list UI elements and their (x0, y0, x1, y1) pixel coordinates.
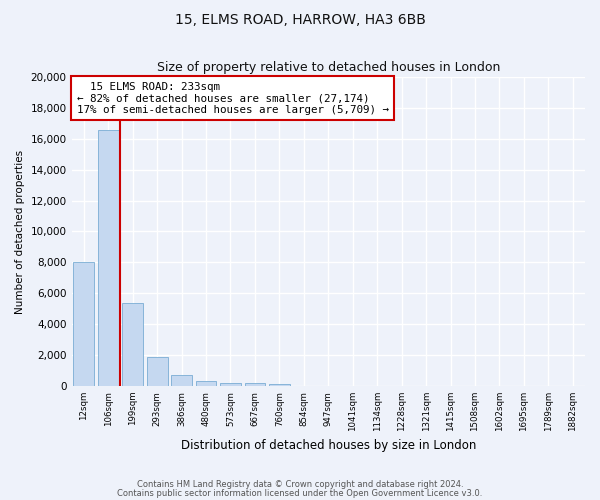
Text: 15 ELMS ROAD: 233sqm
← 82% of detached houses are smaller (27,174)
17% of semi-d: 15 ELMS ROAD: 233sqm ← 82% of detached h… (77, 82, 389, 115)
Bar (98, 130, 119, 386)
Text: Contains public sector information licensed under the Open Government Licence v3: Contains public sector information licen… (118, 488, 482, 498)
Bar (73, 262, 94, 386)
Y-axis label: Number of detached properties: Number of detached properties (15, 150, 25, 314)
Text: Contains HM Land Registry data © Crown copyright and database right 2024.: Contains HM Land Registry data © Crown c… (137, 480, 463, 489)
Bar (269, 384, 290, 386)
Bar (245, 383, 265, 386)
Bar (196, 381, 217, 386)
Bar (122, 304, 143, 386)
Title: Size of property relative to detached houses in London: Size of property relative to detached ho… (157, 62, 500, 74)
X-axis label: Distribution of detached houses by size in London: Distribution of detached houses by size … (181, 440, 476, 452)
Bar (171, 376, 192, 386)
Bar (220, 383, 241, 386)
Text: 15, ELMS ROAD, HARROW, HA3 6BB: 15, ELMS ROAD, HARROW, HA3 6BB (175, 12, 425, 26)
Bar (147, 358, 167, 386)
